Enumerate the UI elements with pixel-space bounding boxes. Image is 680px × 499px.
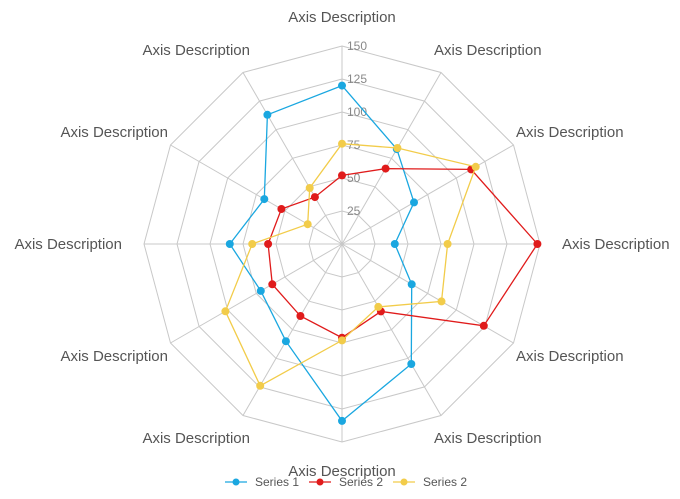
axis-label: Axis Description	[516, 348, 624, 365]
data-point	[338, 416, 346, 425]
axis-spoke	[341, 243, 514, 344]
data-point	[263, 110, 272, 119]
data-point	[277, 205, 286, 213]
series-line	[267, 167, 539, 339]
legend-marker	[232, 478, 240, 486]
legend-marker	[400, 478, 408, 486]
data-point	[338, 81, 346, 90]
data-point	[338, 336, 346, 345]
data-point	[338, 139, 346, 148]
axis-label: Axis Description	[142, 430, 250, 447]
axis-spoke	[170, 243, 343, 344]
data-point	[248, 240, 257, 248]
data-point	[256, 286, 265, 295]
data-point	[381, 164, 390, 173]
data-point	[471, 162, 480, 171]
series-2	[264, 164, 542, 342]
axis-label: Axis Description	[60, 124, 168, 141]
data-point	[256, 381, 265, 390]
legend-item: Series 1	[225, 475, 299, 489]
data-point	[393, 144, 402, 152]
data-point	[390, 240, 399, 248]
series-3	[221, 139, 480, 390]
data-point	[260, 195, 269, 204]
data-point	[407, 280, 416, 289]
data-point	[410, 198, 418, 207]
axis-labels: Axis Description Axis Description Axis Des…	[14, 9, 669, 480]
data-point	[338, 171, 346, 180]
data-point	[479, 321, 488, 330]
axis-spoke	[170, 144, 343, 245]
data-point	[374, 302, 383, 311]
data-point	[225, 240, 234, 248]
axis-label: Axis Description	[288, 9, 396, 26]
axis-spoke	[341, 243, 442, 416]
data-point	[303, 220, 312, 229]
data-point	[264, 240, 273, 248]
axis-label: Axis Description	[14, 236, 122, 253]
legend-item: Series 2	[309, 475, 383, 489]
data-point	[407, 360, 416, 368]
axis-label: Axis Description	[142, 42, 250, 59]
axis-spoke	[242, 72, 343, 245]
axis-spoke	[341, 144, 514, 245]
data-point	[443, 240, 452, 248]
series	[221, 81, 542, 425]
legend: Series 1 Series 2 Series 2	[225, 475, 467, 489]
series-1	[225, 81, 418, 425]
data-point	[533, 240, 542, 248]
axis-label: Axis Description	[434, 430, 542, 447]
legend-item: Series 2	[393, 475, 467, 489]
legend-label: Series 2	[339, 475, 383, 489]
data-point	[221, 307, 230, 316]
axis-spoke	[341, 72, 442, 245]
legend-label: Series 1	[255, 475, 299, 489]
data-point	[305, 184, 314, 192]
axis-label: Axis Description	[516, 124, 624, 141]
tick-label: 150	[347, 39, 367, 53]
tick-label: 125	[347, 72, 367, 86]
grid	[143, 45, 541, 443]
data-point	[281, 337, 290, 346]
tick-label: 25	[347, 204, 361, 218]
axis-label: Axis Description	[562, 236, 670, 253]
data-point	[310, 193, 319, 202]
axis-label: Axis Description	[60, 348, 168, 365]
legend-label: Series 2	[423, 475, 467, 489]
axis-label: Axis Description	[434, 42, 542, 59]
data-point	[296, 312, 305, 320]
legend-marker	[316, 478, 324, 486]
data-point	[437, 297, 446, 306]
axis-label: Axis Description	[288, 463, 396, 480]
data-point	[268, 280, 277, 289]
